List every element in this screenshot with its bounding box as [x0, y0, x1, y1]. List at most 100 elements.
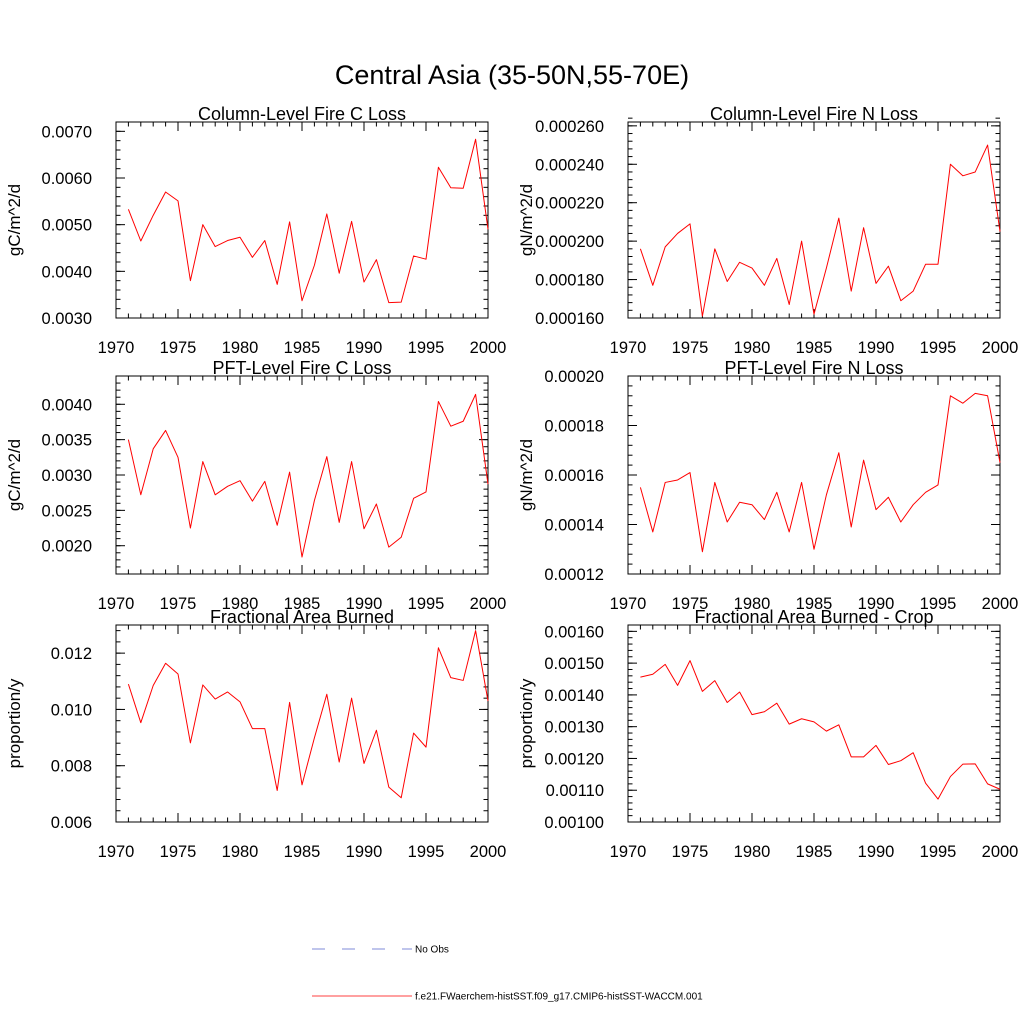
- y-tick-label: 0.0040: [42, 263, 92, 281]
- plot-frame: [627, 121, 1001, 319]
- y-tick-label: 0.00012: [544, 566, 604, 584]
- x-tick-label: 1990: [346, 339, 383, 357]
- chart-panel-5: Fractional Area Burned proportion/y 1970 19…: [5, 607, 506, 861]
- x-tick-label: 1985: [284, 843, 321, 861]
- x-tick-label: 1985: [796, 843, 833, 861]
- chart-panel-6: Fractional Area Burned - Crop proportion/…: [517, 607, 1018, 861]
- y-tick-label: 0.00014: [544, 517, 604, 535]
- x-tick-label: 2000: [470, 843, 507, 861]
- plot-frame: [115, 624, 489, 823]
- y-tick-label: 0.00100: [544, 814, 604, 832]
- figure-title: Central Asia (35-50N,55-70E): [335, 60, 689, 90]
- y-tick-label: 0.0040: [42, 396, 92, 414]
- x-tick-label: 1975: [672, 595, 709, 613]
- plot-frame: [115, 375, 489, 575]
- y-tick-label: 0.00018: [544, 418, 604, 436]
- x-tick-label: 1995: [408, 339, 445, 357]
- x-tick-label: 1975: [672, 339, 709, 357]
- series-line: [640, 660, 1001, 800]
- x-tick-label: 1970: [610, 843, 647, 861]
- series-line: [127, 393, 489, 558]
- x-tick-label: 1980: [222, 339, 259, 357]
- series-line: [639, 144, 1001, 317]
- panel-title: Column-Level Fire C Loss: [198, 104, 406, 124]
- panel-title: Fractional Area Burned - Crop: [694, 607, 933, 627]
- x-tick-label: 2000: [470, 339, 507, 357]
- series-line: [127, 630, 489, 799]
- x-tick-label: 1990: [346, 843, 383, 861]
- x-tick-label: 1980: [734, 595, 771, 613]
- chart-panel-4: PFT-Level Fire N Loss gN/m^2/d 1970 1975 198…: [517, 358, 1018, 613]
- y-tick-label: 0.00020: [544, 368, 604, 386]
- y-tick-label: 0.000240: [535, 156, 604, 174]
- x-tick-label: 1995: [920, 595, 957, 613]
- x-tick-label: 1995: [920, 843, 957, 861]
- x-tick-label: 1975: [160, 843, 197, 861]
- x-tick-label: 2000: [982, 595, 1019, 613]
- x-tick-label: 2000: [982, 843, 1019, 861]
- y-tick-label: 0.012: [51, 645, 92, 663]
- y-tick-label: 0.0050: [42, 217, 92, 235]
- y-tick-label: 0.0030: [42, 310, 92, 328]
- y-tick-label: 0.010: [51, 701, 92, 719]
- x-tick-label: 2000: [982, 339, 1019, 357]
- chart-panel-1: Column-Level Fire C Loss gC/m^2/d 1970 1975…: [5, 104, 506, 357]
- y-axis-label: gN/m^2/d: [517, 439, 536, 511]
- y-axis-label: gC/m^2/d: [5, 184, 24, 256]
- y-tick-label: 0.0025: [42, 502, 92, 520]
- x-tick-label: 1990: [346, 595, 383, 613]
- y-tick-label: 0.0020: [42, 538, 92, 556]
- y-tick-label: 0.00140: [544, 687, 604, 705]
- panel-title: Column-Level Fire N Loss: [710, 104, 918, 124]
- chart-panel-2: Column-Level Fire N Loss gN/m^2/d 1970 1975…: [517, 104, 1018, 357]
- x-tick-label: 1970: [98, 595, 135, 613]
- x-tick-label: 1970: [610, 339, 647, 357]
- x-tick-label: 1995: [408, 595, 445, 613]
- x-tick-label: 1980: [222, 843, 259, 861]
- legend: No Obs f.e21.FWaerchem-histSST.f09_g17.C…: [312, 945, 703, 1003]
- x-tick-label: 1980: [734, 339, 771, 357]
- legend-label-no-obs: No Obs: [415, 945, 449, 956]
- y-axis-label: gC/m^2/d: [5, 439, 24, 511]
- y-tick-label: 0.0035: [42, 432, 92, 450]
- y-axis-label: gN/m^2/d: [517, 184, 536, 256]
- x-tick-label: 1995: [408, 843, 445, 861]
- y-tick-label: 0.00130: [544, 719, 604, 737]
- x-tick-label: 1990: [858, 595, 895, 613]
- x-tick-label: 1975: [672, 843, 709, 861]
- panel-title: PFT-Level Fire N Loss: [724, 358, 903, 378]
- y-tick-label: 0.000220: [535, 195, 604, 213]
- plot-frame: [627, 375, 1001, 575]
- y-axis-label: proportion/y: [5, 678, 24, 768]
- series-line: [127, 138, 489, 304]
- x-tick-label: 2000: [470, 595, 507, 613]
- y-tick-label: 0.000180: [535, 272, 604, 290]
- y-tick-label: 0.0030: [42, 467, 92, 485]
- x-tick-label: 1980: [222, 595, 259, 613]
- y-tick-label: 0.008: [51, 758, 92, 776]
- plot-frame: [115, 121, 489, 319]
- x-tick-label: 1970: [98, 339, 135, 357]
- y-tick-label: 0.006: [51, 814, 92, 832]
- y-tick-label: 0.00150: [544, 655, 604, 673]
- x-tick-label: 1975: [160, 339, 197, 357]
- y-tick-label: 0.0070: [42, 123, 92, 141]
- y-tick-label: 0.00160: [544, 623, 604, 641]
- x-tick-label: 1990: [858, 339, 895, 357]
- x-tick-label: 1970: [98, 843, 135, 861]
- x-tick-label: 1975: [160, 595, 197, 613]
- x-tick-label: 1995: [920, 339, 957, 357]
- y-tick-label: 0.00120: [544, 750, 604, 768]
- legend-label-model: f.e21.FWaerchem-histSST.f09_g17.CMIP6-hi…: [415, 992, 703, 1003]
- x-tick-label: 1990: [858, 843, 895, 861]
- chart-panels: Column-Level Fire C Loss gC/m^2/d 1970 1975…: [5, 104, 1018, 861]
- x-tick-label: 1980: [734, 843, 771, 861]
- chart-panel-3: PFT-Level Fire C Loss gC/m^2/d 1970 1975 198…: [5, 358, 506, 613]
- y-tick-label: 0.000160: [535, 310, 604, 328]
- plot-frame: [627, 624, 1001, 823]
- y-tick-label: 0.000200: [535, 233, 604, 251]
- x-tick-label: 1970: [610, 595, 647, 613]
- panel-title: PFT-Level Fire C Loss: [212, 358, 391, 378]
- y-tick-label: 0.0060: [42, 170, 92, 188]
